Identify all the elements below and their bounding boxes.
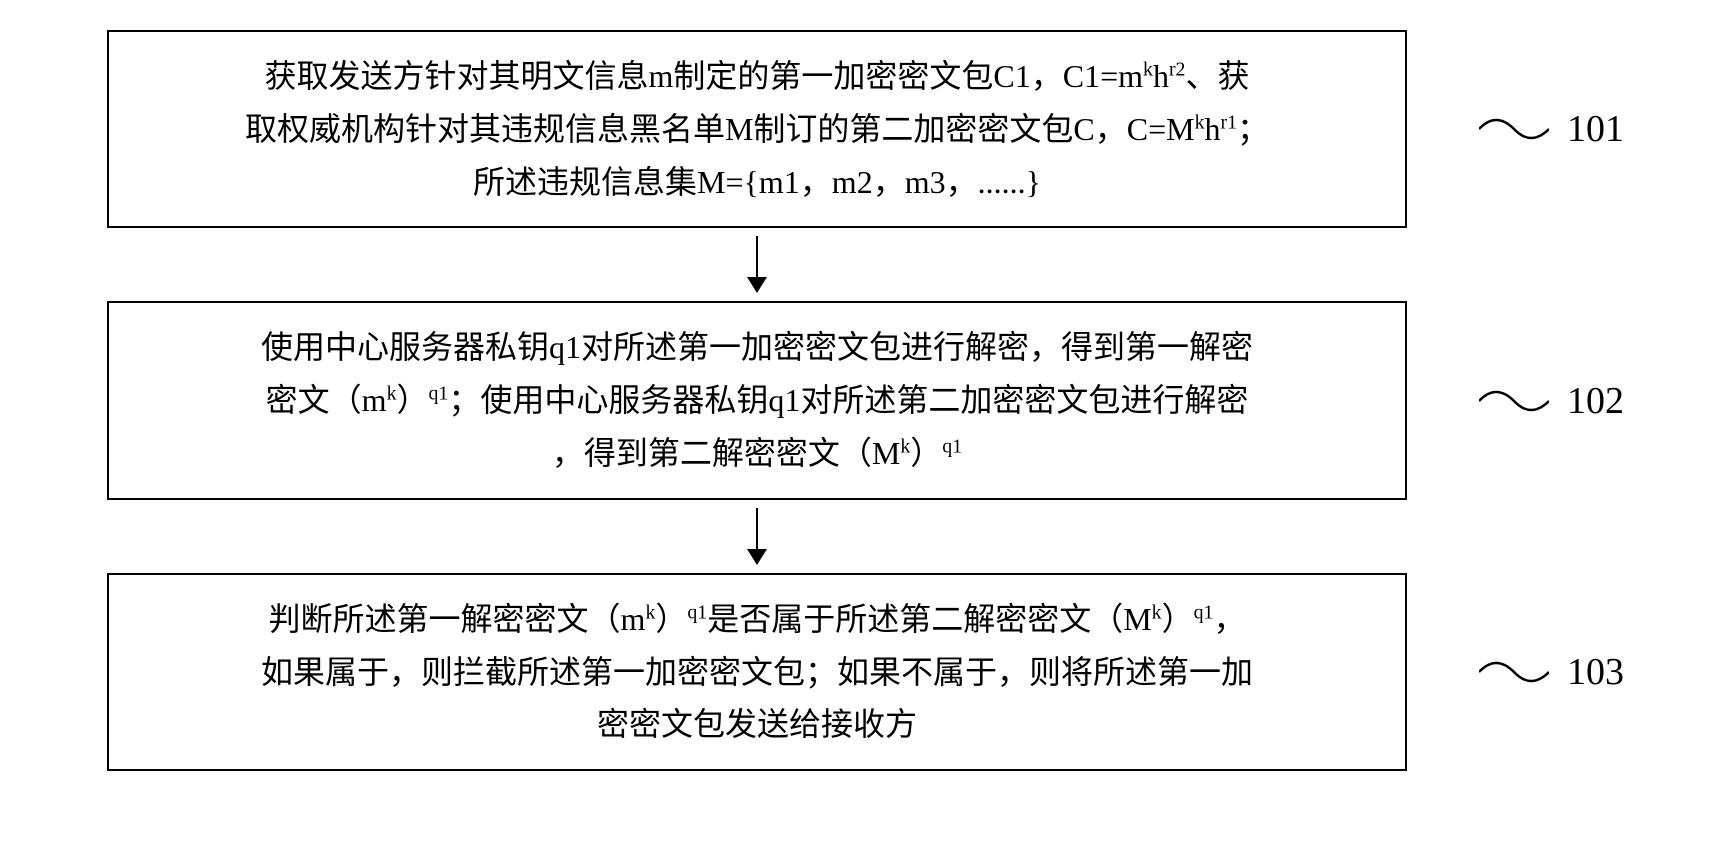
step2-l2-sup2: q1 <box>429 383 449 405</box>
box-wrapper-3: 判断所述第一解密密文（mk）q1是否属于所述第二解密密文（Mk）q1， 如果属于… <box>60 573 1454 771</box>
step3-l1-sup4: q1 <box>1194 601 1214 623</box>
flowchart-container: 获取发送方针对其明文信息m制定的第一加密密文包C1，C1=mkhr2、获 取权威… <box>60 30 1674 771</box>
step2-l3-sup2: q1 <box>942 435 962 457</box>
wavy-connector-icon <box>1479 115 1549 143</box>
label-cell-1: 101 <box>1454 107 1674 151</box>
step3-line3: 密密文包发送给接收方 <box>139 698 1375 751</box>
arrow-head <box>747 549 767 565</box>
flowchart-row-2: 使用中心服务器私钥q1对所述第一加密密文包进行解密，得到第一解密 密文（mk）q… <box>60 301 1674 499</box>
step1-l1-sup2: r2 <box>1169 58 1186 80</box>
arrow-head <box>747 277 767 293</box>
step2-l3-sup1: k <box>900 435 910 457</box>
step1-l1-pre: 获取发送方针对其明文信息m制定的第一加密密文包C1，C1=m <box>265 58 1144 94</box>
step1-line3: 所述违规信息集M={m1，m2，m3，......} <box>139 156 1375 209</box>
step-label-1: 101 <box>1567 107 1624 151</box>
step2-line3: ，得到第二解密密文（Mk）q1 <box>139 427 1375 480</box>
step1-l1-mid: h <box>1153 58 1169 94</box>
step3-l1-mid3: ） <box>1162 601 1194 637</box>
label-cell-2: 102 <box>1454 379 1674 423</box>
step2-l2-post: ；使用中心服务器私钥q1对所述第二加密密文包进行解密 <box>448 382 1248 418</box>
step3-l1-sup2: q1 <box>687 601 707 623</box>
arrow-down-icon <box>747 508 767 565</box>
step3-l1-mid1: ） <box>655 601 687 637</box>
box-wrapper-1: 获取发送方针对其明文信息m制定的第一加密密文包C1，C1=mkhr2、获 取权威… <box>60 30 1454 228</box>
step3-l1-post: ， <box>1213 601 1245 637</box>
step1-l1-post: 、获 <box>1185 58 1249 94</box>
box-wrapper-2: 使用中心服务器私钥q1对所述第一加密密文包进行解密，得到第一解密 密文（mk）q… <box>60 301 1454 499</box>
step3-l1-pre: 判断所述第一解密密文（m <box>269 601 646 637</box>
wavy-connector-icon <box>1479 658 1549 686</box>
arrow-row-2 <box>60 500 1674 573</box>
step2-l2-mid: ） <box>396 382 428 418</box>
arrow-row-1 <box>60 228 1674 301</box>
flowchart-step-2: 使用中心服务器私钥q1对所述第一加密密文包进行解密，得到第一解密 密文（mk）q… <box>107 301 1407 499</box>
step3-l1-sup3: k <box>1152 601 1162 623</box>
step3-line1: 判断所述第一解密密文（mk）q1是否属于所述第二解密密文（Mk）q1， <box>139 593 1375 646</box>
step2-l3-mid: ） <box>910 435 942 471</box>
step1-l2-pre: 取权威机构针对其违规信息黑名单M制订的第二加密密文包C，C=M <box>245 111 1195 147</box>
arrow-down-icon <box>747 236 767 293</box>
arrow-line <box>756 508 759 550</box>
step3-l1-mid2: 是否属于所述第二解密密文（M <box>707 601 1151 637</box>
flowchart-step-1: 获取发送方针对其明文信息m制定的第一加密密文包C1，C1=mkhr2、获 取权威… <box>107 30 1407 228</box>
flowchart-row-1: 获取发送方针对其明文信息m制定的第一加密密文包C1，C1=mkhr2、获 取权威… <box>60 30 1674 228</box>
step1-line2: 取权威机构针对其违规信息黑名单M制订的第二加密密文包C，C=Mkhr1； <box>139 103 1375 156</box>
step2-l3-pre: ，得到第二解密密文（M <box>552 435 900 471</box>
step-label-3: 103 <box>1567 650 1624 694</box>
step1-l2-sup2: r1 <box>1221 111 1238 133</box>
step1-l2-post: ； <box>1237 111 1269 147</box>
flowchart-step-3: 判断所述第一解密密文（mk）q1是否属于所述第二解密密文（Mk）q1， 如果属于… <box>107 573 1407 771</box>
wavy-connector-icon <box>1479 387 1549 415</box>
step2-line2: 密文（mk）q1；使用中心服务器私钥q1对所述第二加密密文包进行解密 <box>139 374 1375 427</box>
step3-l1-sup1: k <box>645 601 655 623</box>
step1-l2-sup1: k <box>1195 111 1205 133</box>
arrow-line <box>756 236 759 278</box>
flowchart-row-3: 判断所述第一解密密文（mk）q1是否属于所述第二解密密文（Mk）q1， 如果属于… <box>60 573 1674 771</box>
label-cell-3: 103 <box>1454 650 1674 694</box>
step2-l2-pre: 密文（m <box>266 382 387 418</box>
step1-l2-mid: h <box>1205 111 1221 147</box>
step2-line1: 使用中心服务器私钥q1对所述第一加密密文包进行解密，得到第一解密 <box>139 321 1375 374</box>
step1-l1-sup1: k <box>1143 58 1153 80</box>
arrow-wrap-2 <box>60 500 1454 573</box>
step2-l2-sup1: k <box>387 383 397 405</box>
arrow-wrap-1 <box>60 228 1454 301</box>
step-label-2: 102 <box>1567 379 1624 423</box>
step1-line1: 获取发送方针对其明文信息m制定的第一加密密文包C1，C1=mkhr2、获 <box>139 50 1375 103</box>
step3-line2: 如果属于，则拦截所述第一加密密文包；如果不属于，则将所述第一加 <box>139 646 1375 699</box>
